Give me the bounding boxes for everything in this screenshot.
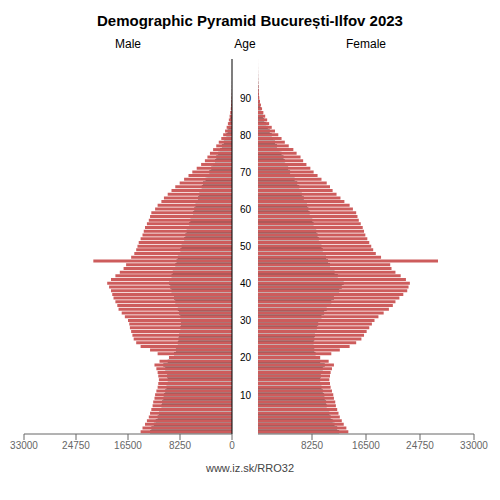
svg-text:33000: 33000: [10, 440, 38, 451]
svg-text:60: 60: [240, 204, 252, 215]
svg-text:8250: 8250: [169, 440, 192, 451]
html-text:Male: Male: [115, 37, 141, 51]
svg-text:50: 50: [240, 241, 252, 252]
svg-text:70: 70: [240, 167, 252, 178]
svg-text:10: 10: [240, 390, 252, 401]
svg-text:40: 40: [240, 278, 252, 289]
svg-text:8250: 8250: [301, 440, 324, 451]
svg-text:20: 20: [240, 352, 252, 363]
svg-text:0: 0: [229, 440, 235, 451]
svg-text:30: 30: [240, 315, 252, 326]
svg-text:90: 90: [240, 93, 252, 104]
svg-text:33000: 33000: [460, 440, 488, 451]
svg-text:16500: 16500: [352, 440, 380, 451]
html-text:Female: Female: [346, 37, 386, 51]
svg-text:24750: 24750: [406, 440, 434, 451]
svg-text:80: 80: [240, 130, 252, 141]
html-text:Age: Age: [234, 37, 256, 51]
html-text:Demographic Pyramid București-: Demographic Pyramid București-Ilfov 2023: [97, 12, 403, 29]
html-text:www.iz.sk/RRO32: www.iz.sk/RRO32: [206, 462, 294, 474]
svg-text:24750: 24750: [62, 440, 90, 451]
svg-text:16500: 16500: [114, 440, 142, 451]
